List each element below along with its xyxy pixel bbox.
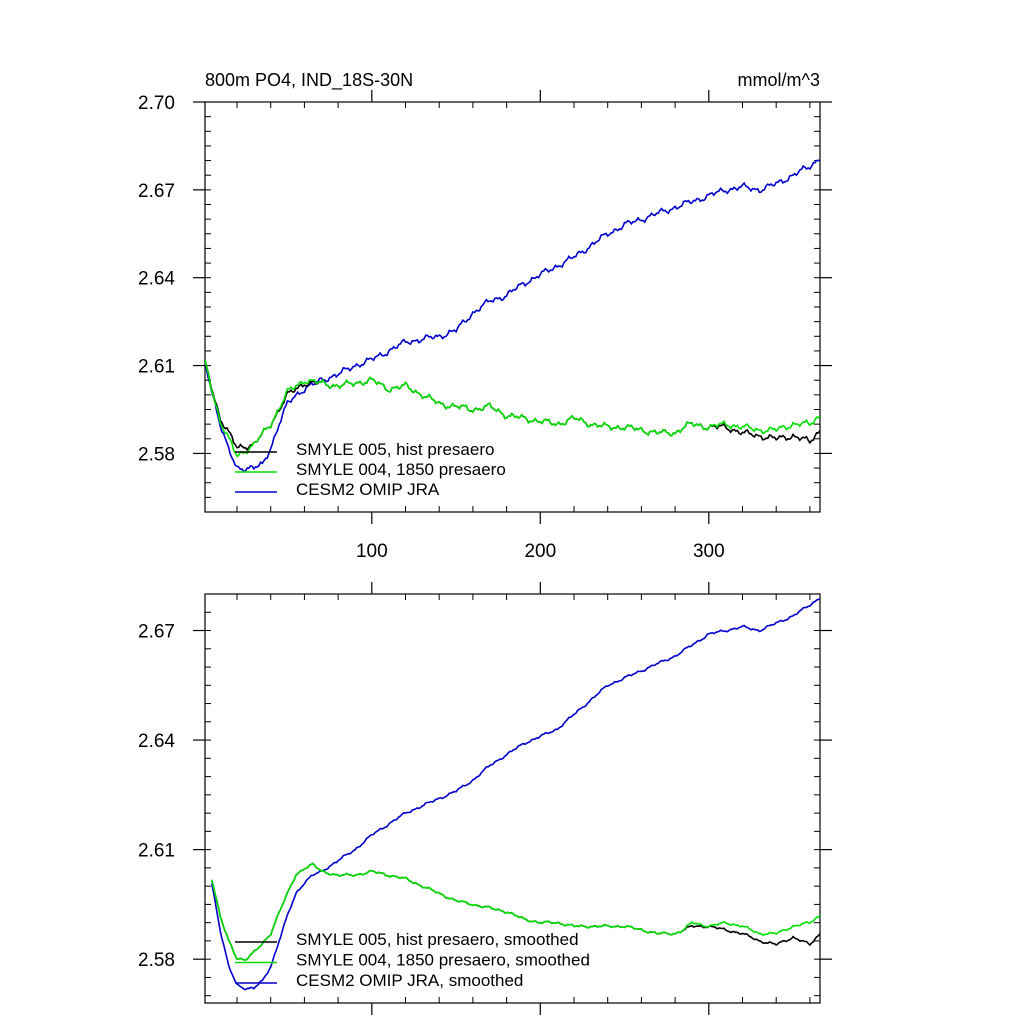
bottom-chart-panel: 2.58 2.61 2.64 2.67 SMYLE 005, hist presaero… [138,582,832,1015]
legend-label: CESM2 OMIP JRA, smoothed [296,971,523,990]
x-tick-label: 300 [693,541,725,562]
y-tick-label: 2.67 [138,181,175,202]
legend-label: SMYLE 004, 1850 presaero [296,460,506,479]
y-tick-label: 2.61 [138,357,175,378]
x-tick-label: 100 [356,541,388,562]
x-tick-label: 200 [524,541,556,562]
plot-frame [204,593,821,1004]
y-tick-label: 2.64 [138,269,175,290]
y-tick-label: 2.64 [138,731,175,752]
series-line-0 [205,359,820,452]
y-tick-label: 2.61 [138,841,175,862]
legend-label: SMYLE 005, hist presaero, smoothed [296,930,579,949]
top-chart-panel: 2.58 2.61 2.64 2.67 2.70 100 200 300 SMYLE 005, … [138,90,832,562]
series-line-2 [205,159,820,473]
legend-label: SMYLE 005, hist presaero [296,440,494,459]
legend-label: CESM2 OMIP JRA [296,480,440,499]
y-tick-label: 2.70 [138,93,175,114]
y-tick-label: 2.58 [138,950,175,971]
legend-label: SMYLE 004, 1850 presaero, smoothed [296,951,590,970]
top-chart-title: 800m PO4, IND_18S-30N [205,70,413,91]
series-line-2 [210,598,820,991]
series-line-1 [210,862,820,961]
y-tick-label: 2.67 [138,622,175,643]
series-line-1 [205,359,820,458]
top-chart-units: mmol/m^3 [738,70,820,90]
y-tick-label: 2.58 [138,444,175,465]
